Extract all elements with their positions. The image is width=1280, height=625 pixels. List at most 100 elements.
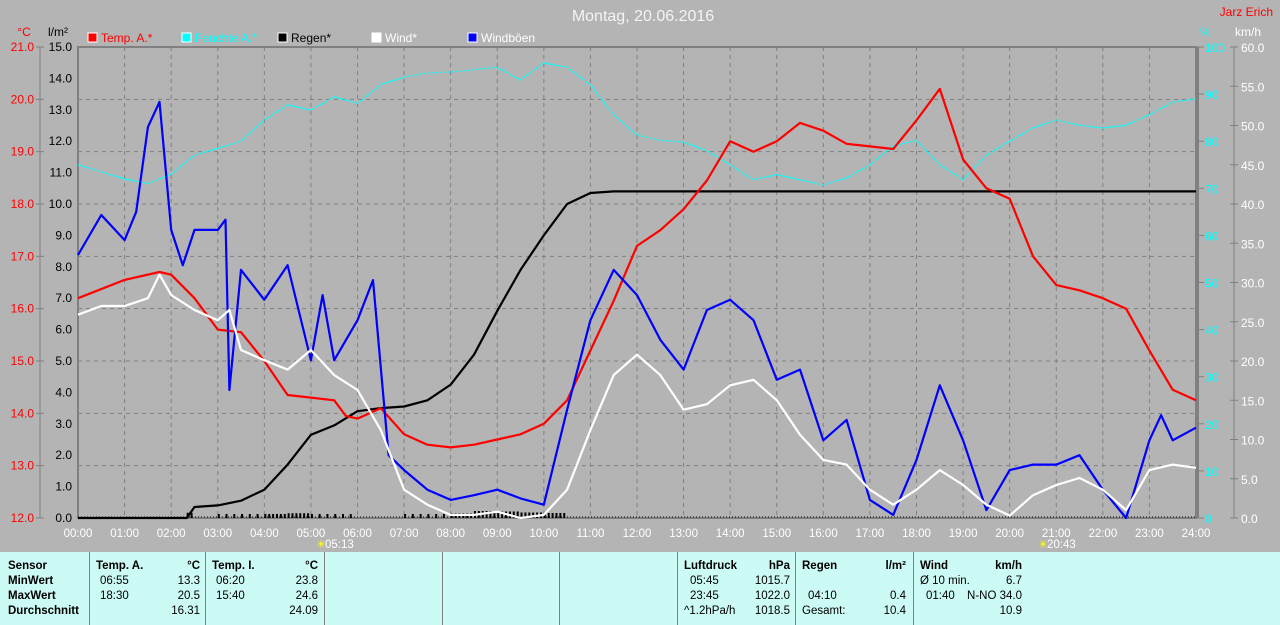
wind-avg: 10.9 bbox=[999, 605, 1022, 617]
x-tick-label: 19:00 bbox=[949, 528, 978, 540]
x-tick-label: 10:00 bbox=[529, 528, 558, 540]
temp-i-max-time: 15:40 bbox=[216, 590, 245, 602]
rain-tick-label: 11.0 bbox=[50, 166, 73, 180]
temp-tick-label: 18.0 bbox=[11, 197, 35, 211]
row-label-max: MaxWert bbox=[8, 590, 56, 602]
wind-tick-label: 50.0 bbox=[1241, 120, 1265, 134]
sunset-label: 20:43 bbox=[1047, 539, 1076, 551]
x-tick-label: 15:00 bbox=[762, 528, 791, 540]
wind-tick-label: 60.0 bbox=[1241, 41, 1265, 55]
weather-chart: Montag, 20.06.2016 Jarz Erich 00:00 01:00… bbox=[11, 5, 1273, 551]
wind-tick-label: 0.0 bbox=[1241, 512, 1258, 526]
series-line-temp-a bbox=[77, 87, 1197, 449]
rain-tick-label: 12.0 bbox=[49, 134, 73, 148]
rain-bar bbox=[303, 513, 306, 518]
rain-bar bbox=[419, 514, 422, 518]
temp-i-header: Temp. I. bbox=[212, 560, 255, 572]
humidity-tick-label: 0 bbox=[1205, 512, 1212, 526]
rain-total-label: Gesamt: bbox=[802, 605, 846, 617]
temp-a-min: 13.3 bbox=[177, 575, 200, 587]
temp-tick-label: 21.0 bbox=[11, 40, 35, 54]
sensor-header: Sensor bbox=[8, 560, 47, 572]
rain-tick-label: 0.0 bbox=[55, 511, 72, 525]
rain-bar bbox=[248, 514, 251, 518]
legend: Temp. A.* Feuchte A.* Regen* Wind* Windböen bbox=[87, 31, 535, 45]
rain-bar bbox=[563, 513, 566, 518]
rain-bar bbox=[512, 511, 515, 518]
rain-tick-label: 6.0 bbox=[55, 323, 72, 337]
legend-swatch bbox=[277, 32, 288, 43]
rain-bar bbox=[272, 514, 275, 518]
author-label: Jarz Erich bbox=[1220, 5, 1273, 19]
rain-bar bbox=[326, 514, 329, 518]
wind-unit: km/h bbox=[995, 560, 1022, 572]
rain-bar bbox=[547, 513, 550, 518]
humidity-tick-label: 10 bbox=[1205, 465, 1219, 479]
rain-bar bbox=[501, 511, 504, 518]
temp-a-header: Temp. A. bbox=[96, 560, 144, 572]
humidity-tick-label: 20 bbox=[1205, 418, 1219, 432]
wind-max-time: 01:40 bbox=[926, 590, 955, 602]
rain-bar bbox=[299, 513, 302, 518]
rain-unit: l/m² bbox=[885, 560, 906, 572]
rain-tick-label: 13.0 bbox=[49, 103, 73, 117]
rain-bar bbox=[295, 513, 298, 518]
rain-bar bbox=[555, 513, 558, 518]
humidity-tick-label: 70 bbox=[1205, 182, 1219, 196]
pressure-max: 1022.0 bbox=[754, 590, 790, 602]
row-label-min: MinWert bbox=[8, 575, 54, 587]
pressure-min-time: 05:45 bbox=[690, 575, 719, 587]
legend-swatch bbox=[87, 32, 98, 43]
rain-max-time: 04:10 bbox=[808, 590, 837, 602]
rain-bar bbox=[559, 513, 562, 518]
humidity-tick-label: 30 bbox=[1205, 371, 1219, 385]
humidity-tick-label: 80 bbox=[1205, 135, 1219, 149]
rain-bar bbox=[485, 511, 488, 518]
rain-tick-label: 1.0 bbox=[55, 480, 72, 494]
rain-tick-label: 8.0 bbox=[55, 260, 72, 274]
rain-bar bbox=[349, 514, 352, 518]
rain-bar bbox=[543, 513, 546, 518]
wind-tick-label: 45.0 bbox=[1241, 159, 1265, 173]
wind-tick-label: 30.0 bbox=[1241, 277, 1265, 291]
temp-a-max: 20.5 bbox=[177, 590, 200, 602]
rain-tick-label: 14.0 bbox=[49, 71, 73, 85]
statistics-table: Sensor MinWert MaxWert Durchschnitt Temp… bbox=[0, 552, 1280, 625]
x-tick-label: 05:00 bbox=[297, 528, 326, 540]
temp-tick-label: 16.0 bbox=[11, 302, 35, 316]
rain-tick-label: 3.0 bbox=[55, 417, 72, 431]
legend-label: Regen* bbox=[291, 31, 331, 45]
rain-tick-label: 15.0 bbox=[49, 40, 73, 54]
x-tick-label: 01:00 bbox=[110, 528, 139, 540]
rain-bar bbox=[225, 514, 228, 518]
rain-bar bbox=[268, 514, 271, 518]
humidity-tick-label: 40 bbox=[1205, 324, 1219, 338]
pressure-avg: 1018.5 bbox=[754, 605, 790, 617]
rain-bar bbox=[551, 513, 554, 518]
rain-bar bbox=[190, 512, 193, 518]
temp-i-min-time: 06:20 bbox=[216, 575, 245, 587]
legend-swatch bbox=[181, 32, 192, 43]
temp-a-avg: 16.31 bbox=[171, 605, 200, 617]
legend-label: Feuchte A.* bbox=[195, 31, 257, 45]
x-tick-label: 09:00 bbox=[483, 528, 512, 540]
temp-unit: °C bbox=[17, 25, 31, 39]
rain-bar bbox=[283, 514, 286, 518]
rain-bar bbox=[493, 511, 496, 518]
x-tick-label: 03:00 bbox=[203, 528, 232, 540]
temp-i-avg: 24.09 bbox=[289, 605, 318, 617]
rain-tick-label: 10.0 bbox=[49, 197, 73, 211]
temp-tick-label: 17.0 bbox=[11, 249, 35, 263]
rain-tick-label: 5.0 bbox=[55, 354, 72, 368]
rain-bar bbox=[497, 511, 500, 518]
temp-a-min-time: 06:55 bbox=[100, 575, 129, 587]
axes: 00:00 01:00 02:00 03:00 04:00 05:00 06:00 07:00… bbox=[11, 25, 1265, 540]
rain-bar bbox=[334, 514, 337, 518]
wind-tick-label: 20.0 bbox=[1241, 355, 1265, 369]
rain-bar bbox=[528, 512, 531, 518]
humidity-tick-label: 90 bbox=[1205, 88, 1219, 102]
wind-tick-label: 15.0 bbox=[1241, 394, 1265, 408]
rain-bar bbox=[442, 514, 445, 518]
rain-tick-label: 7.0 bbox=[55, 291, 72, 305]
wind-unit: km/h bbox=[1235, 25, 1261, 39]
